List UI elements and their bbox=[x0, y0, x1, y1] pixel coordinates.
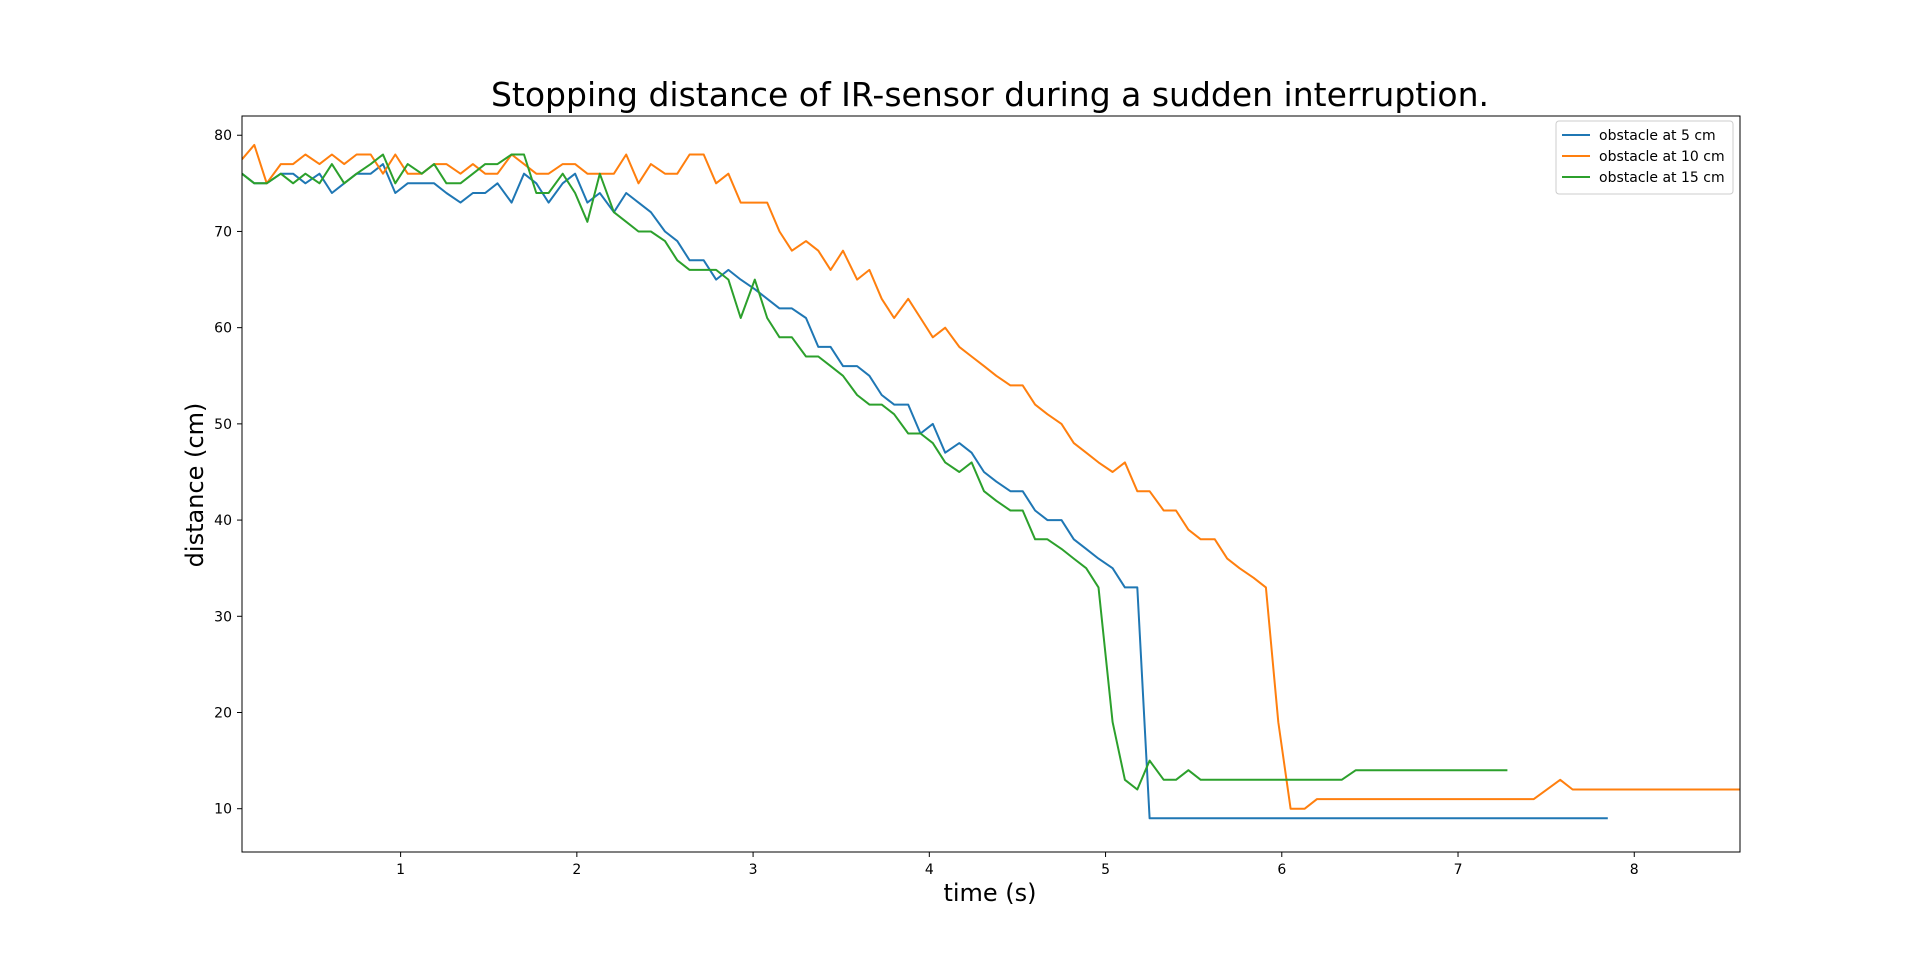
x-tick-label: 4 bbox=[925, 862, 934, 878]
y-axis-ticks: 10 20 30 40 50 60 70 80 bbox=[214, 128, 242, 818]
y-tick-label: 10 bbox=[214, 802, 232, 818]
x-axis-label: time (s) bbox=[943, 879, 1036, 907]
plot-area bbox=[241, 115, 1741, 853]
series-line-2 bbox=[242, 143, 1740, 810]
x-tick-label: 6 bbox=[1277, 862, 1286, 878]
plot-frame bbox=[241, 115, 1741, 853]
series-line-1 bbox=[242, 163, 1608, 820]
y-tick-label: 60 bbox=[214, 321, 232, 337]
y-tick-label: 70 bbox=[214, 224, 232, 240]
y-axis-label: distance (cm) bbox=[181, 403, 209, 568]
x-tick-label: 5 bbox=[1101, 862, 1110, 878]
x-axis-ticks: 1 2 3 4 5 6 7 8 bbox=[396, 852, 1639, 878]
chart-title: Stopping distance of IR-sensor during a … bbox=[491, 75, 1489, 114]
y-tick-label: 40 bbox=[214, 513, 232, 529]
legend-label: obstacle at 10 cm bbox=[1599, 149, 1725, 165]
y-tick-label: 20 bbox=[214, 705, 232, 721]
legend: obstacle at 5 cm obstacle at 10 cm obstacl… bbox=[1555, 120, 1734, 195]
series-line-3 bbox=[242, 153, 1508, 791]
y-tick-label: 80 bbox=[214, 128, 232, 144]
x-tick-label: 8 bbox=[1630, 862, 1639, 878]
legend-box bbox=[1555, 120, 1734, 195]
x-tick-label: 7 bbox=[1454, 862, 1463, 878]
x-tick-label: 1 bbox=[396, 862, 405, 878]
legend-label: obstacle at 5 cm bbox=[1599, 128, 1716, 144]
legend-label: obstacle at 15 cm bbox=[1599, 170, 1725, 186]
y-tick-label: 30 bbox=[214, 609, 232, 625]
x-tick-label: 2 bbox=[572, 862, 581, 878]
x-tick-label: 3 bbox=[749, 862, 758, 878]
y-tick-label: 50 bbox=[214, 417, 232, 433]
